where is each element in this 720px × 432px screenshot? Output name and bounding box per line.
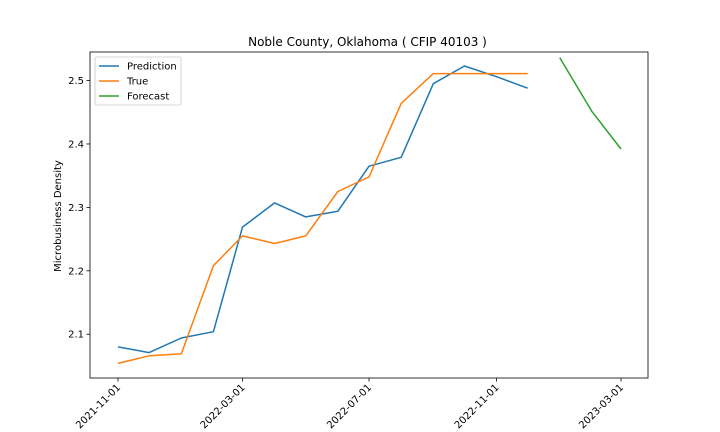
x-tick-label: 2021-11-01 [74, 382, 123, 431]
y-tick-label: 2.1 [68, 330, 84, 341]
legend: Prediction True Forecast [94, 56, 182, 106]
legend-label-forecast: Forecast [127, 92, 169, 103]
x-tick-label: 2022-11-01 [453, 382, 502, 431]
series-line-forecast [559, 57, 622, 150]
series-line-true [117, 72, 528, 365]
y-tick-label: 2.2 [68, 266, 84, 277]
x-axis: 2021-11-01 2022-03-01 2022-07-01 2022-11-01… [74, 378, 626, 431]
legend-label-prediction: Prediction [127, 62, 177, 73]
y-tick-label: 2.3 [68, 203, 84, 214]
series-lines [117, 57, 622, 365]
legend-label-true: True [126, 77, 148, 88]
x-tick-label: 2022-07-01 [325, 382, 374, 431]
y-tick-label: 2.5 [68, 76, 84, 87]
y-axis: 2.1 2.2 2.3 2.4 2.5 [68, 76, 90, 341]
legend-box [94, 56, 182, 106]
chart-title: Noble County, Oklahoma ( CFIP 40103 ) [248, 35, 487, 49]
x-tick-label: 2022-03-01 [199, 382, 248, 431]
y-tick-label: 2.4 [68, 139, 84, 150]
y-axis-label: Microbusiness Density [53, 160, 64, 272]
series-line-prediction [117, 65, 528, 354]
x-tick-label: 2023-03-01 [577, 382, 626, 431]
